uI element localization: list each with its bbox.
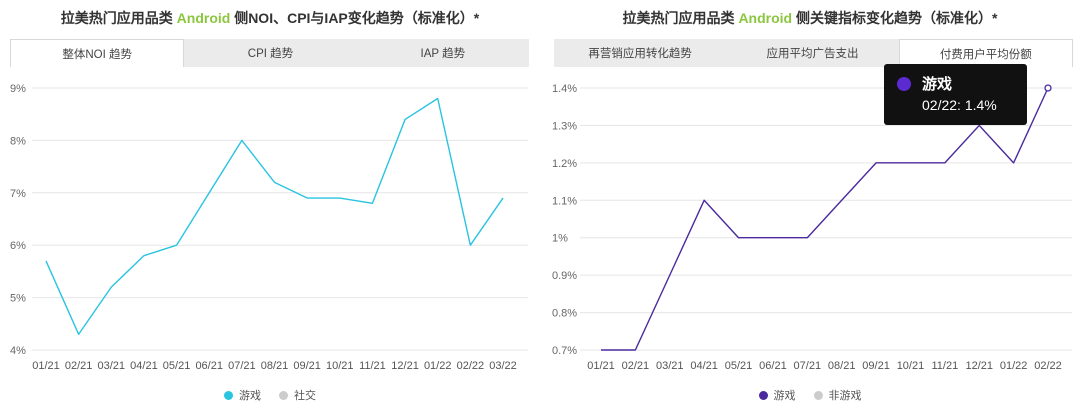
x-tick-label: 07/21: [228, 360, 256, 372]
right-title-suffix: 侧关键指标变化趋势（标准化）*: [792, 10, 998, 26]
right-title-prefix: 拉美热门应用品类: [622, 10, 739, 26]
left-chart-panel: 拉美热门应用品类 Android 侧NOI、CPI与IAP变化趋势（标准化）* …: [0, 8, 540, 403]
x-tick-label: 05/21: [725, 360, 753, 372]
left-tab-iap[interactable]: IAP 趋势: [356, 39, 529, 67]
y-tick-label: 1%: [552, 233, 568, 245]
left-title-suffix: 侧NOI、CPI与IAP变化趋势（标准化）*: [230, 10, 480, 26]
x-tick-label: 12/21: [391, 360, 419, 372]
right-legend-nongames-swatch: [813, 390, 823, 400]
data-tooltip: 游戏 02/22: 1.4%: [884, 64, 1027, 125]
x-tick-label: 01/22: [424, 360, 452, 372]
left-line-chart: 4% 5% 6% 7% 8% 9% 01/21 02/21 03/21 04/21 05/21 06/…: [10, 83, 528, 372]
x-tick-label: 04/21: [130, 360, 158, 372]
right-tab-paying-users[interactable]: 付费用户平均份额: [898, 39, 1073, 67]
x-tick-label: 03/22: [489, 360, 517, 372]
x-tick-label: 02/22: [1034, 360, 1062, 372]
x-tick-label: 06/21: [195, 360, 223, 372]
left-legend-games-label: 游戏: [239, 390, 261, 402]
x-tick-label: 09/21: [862, 360, 890, 372]
right-tab-retargeting[interactable]: 再营销应用转化趋势: [554, 39, 727, 67]
left-legend-item-games[interactable]: 游戏: [224, 387, 261, 403]
y-tick-label: 0.7%: [552, 345, 577, 357]
right-chart-title: 拉美热门应用品类 Android 侧关键指标变化趋势（标准化）*: [540, 8, 1080, 28]
right-legend-item-nongames[interactable]: 非游戏: [813, 387, 862, 403]
x-tick-label: 07/21: [794, 360, 822, 372]
right-legend-nongames-label: 非游戏: [828, 390, 862, 402]
y-tick-label: 0.9%: [552, 270, 577, 282]
x-tick-label: 01/21: [32, 360, 60, 372]
left-chart-title: 拉美热门应用品类 Android 侧NOI、CPI与IAP变化趋势（标准化）*: [0, 8, 540, 28]
right-line-chart: 0.7% 0.8% 0.9% 1% 1.1% 1.2% 1.3% 1.4% 01/21 02/21…: [552, 83, 1072, 372]
left-title-prefix: 拉美热门应用品类: [60, 10, 177, 26]
right-tab-ad-spend[interactable]: 应用平均广告支出: [726, 39, 899, 67]
right-tabs: 再营销应用转化趋势 应用平均广告支出 付费用户平均份额: [554, 39, 1073, 67]
right-legend-games-label: 游戏: [773, 390, 796, 402]
x-tick-label: 04/21: [690, 360, 718, 372]
x-tick-label: 02/21: [65, 360, 93, 372]
right-chart-panel: 拉美热门应用品类 Android 侧关键指标变化趋势（标准化）* 再营销应用转化…: [540, 0, 1080, 412]
x-tick-label: 02/21: [622, 360, 650, 372]
y-tick-label: 5%: [10, 293, 26, 305]
x-tick-label: 12/21: [965, 360, 993, 372]
left-tab-cpi[interactable]: CPI 趋势: [184, 39, 357, 67]
x-tick-label: 10/21: [897, 360, 925, 372]
left-legend-social-label: 社交: [294, 390, 316, 402]
x-tick-label: 08/21: [261, 360, 289, 372]
x-tick-label: 01/22: [1000, 360, 1028, 372]
left-legend-item-social[interactable]: 社交: [279, 387, 316, 403]
x-tick-label: 05/21: [163, 360, 191, 372]
x-tick-label: 03/21: [98, 360, 126, 372]
x-tick-label: 01/21: [587, 360, 615, 372]
tooltip-series-label: 游戏: [922, 76, 953, 93]
left-legend-social-swatch: [279, 390, 288, 400]
y-tick-label: 1.1%: [552, 195, 577, 207]
y-tick-label: 1.2%: [552, 158, 577, 170]
x-tick-label: 03/21: [656, 360, 684, 372]
y-tick-label: 9%: [10, 83, 26, 95]
y-tick-label: 8%: [10, 135, 26, 147]
y-tick-label: 0.8%: [552, 308, 577, 320]
right-title-accent: Android: [738, 10, 793, 26]
left-legend-games-swatch: [224, 390, 233, 400]
y-tick-label: 1.3%: [552, 120, 577, 132]
y-tick-label: 4%: [10, 345, 26, 357]
x-tick-label: 10/21: [326, 360, 354, 372]
tooltip-series-dot: [897, 77, 911, 91]
y-tick-label: 6%: [10, 240, 26, 252]
y-tick-label: 1.4%: [552, 83, 577, 95]
x-tick-label: 06/21: [759, 360, 787, 372]
x-tick-label: 11/21: [359, 360, 386, 372]
x-tick-label: 09/21: [293, 360, 321, 372]
right-legend-games-swatch: [758, 390, 768, 400]
x-tick-label: 02/22: [457, 360, 485, 372]
right-legend-item-games[interactable]: 游戏: [758, 387, 796, 403]
x-tick-label: 08/21: [828, 360, 856, 372]
series-line: [45, 97, 504, 335]
series-line: [601, 87, 1049, 351]
x-tick-label: 11/21: [931, 360, 958, 372]
left-title-accent: Android: [176, 10, 231, 26]
left-tab-noi[interactable]: 整体NOI 趋势: [10, 39, 185, 67]
highlighted-point: [1044, 84, 1052, 92]
y-tick-label: 7%: [10, 188, 26, 200]
tooltip-value: 02/22: 1.4%: [922, 97, 997, 113]
left-legend: 游戏 社交: [0, 387, 540, 403]
right-legend: 游戏 非游戏: [540, 387, 1080, 403]
left-tabs: 整体NOI 趋势 CPI 趋势 IAP 趋势: [10, 39, 529, 67]
